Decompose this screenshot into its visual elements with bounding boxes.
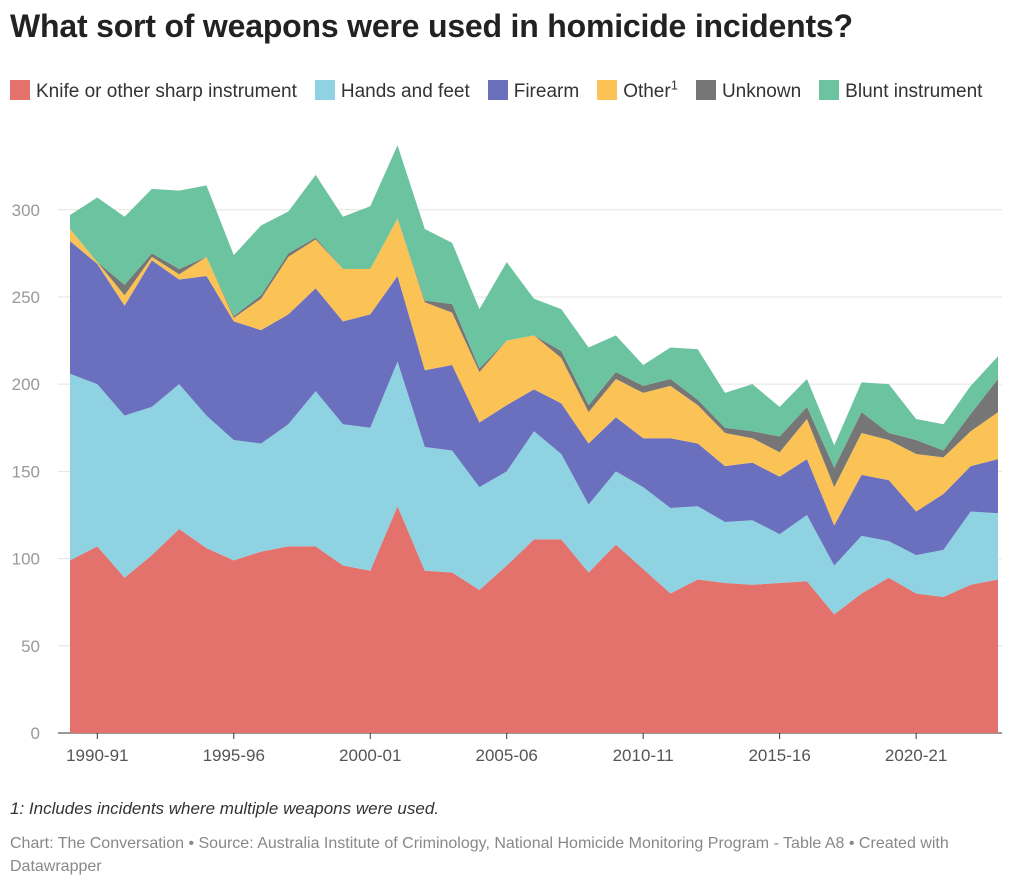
area bbox=[70, 145, 998, 468]
chart-title: What sort of weapons were used in homici… bbox=[10, 8, 853, 44]
y-tick-label: 100 bbox=[12, 550, 40, 569]
y-tick-label: 0 bbox=[31, 724, 40, 743]
legend-superscript: 1 bbox=[670, 78, 678, 93]
legend-label: Unknown bbox=[721, 81, 802, 103]
area bbox=[70, 218, 998, 526]
legend: Knife or other sharp instrument Hands and… bbox=[10, 70, 1010, 108]
legend-swatch bbox=[695, 80, 716, 101]
y-tick-label: 300 bbox=[12, 201, 40, 220]
x-tick-label: 2010-11 bbox=[613, 746, 674, 765]
x-tick-label: 2015-16 bbox=[748, 746, 810, 765]
legend-swatch bbox=[487, 80, 508, 101]
x-tick-label: 2000-01 bbox=[339, 746, 401, 765]
legend-item: Knife or other sharp instrument bbox=[10, 80, 297, 103]
legend-label: Hands and feet bbox=[340, 81, 470, 103]
legend-item: Unknown bbox=[695, 80, 802, 103]
source: Chart: The Conversation • Source: Austra… bbox=[10, 835, 949, 875]
x-tick-label: 2005-06 bbox=[476, 746, 538, 765]
area bbox=[70, 241, 998, 566]
x-tick-label: 1995-96 bbox=[203, 746, 265, 765]
y-tick-label: 150 bbox=[12, 462, 40, 481]
legend-item: Hands and feet bbox=[314, 80, 470, 103]
legend-swatch bbox=[597, 80, 618, 101]
legend-label: Blunt instrument bbox=[845, 81, 983, 103]
area bbox=[70, 506, 998, 733]
legend-swatch bbox=[10, 80, 30, 101]
y-tick-label: 250 bbox=[12, 288, 40, 307]
y-tick-label: 50 bbox=[21, 637, 40, 656]
legend-item: Other1 bbox=[597, 78, 678, 103]
x-tick-label: 1990-91 bbox=[66, 746, 128, 765]
legend-item: Blunt instrument bbox=[819, 80, 983, 103]
legend-swatch bbox=[314, 80, 335, 101]
footnote: 1: Includes incidents where multiple wea… bbox=[10, 799, 440, 818]
y-tick-label: 200 bbox=[12, 375, 40, 394]
x-tick-label: 2020-21 bbox=[885, 746, 947, 765]
legend-label: Knife or other sharp instrument bbox=[36, 81, 297, 103]
legend-label: Other bbox=[623, 81, 671, 103]
area bbox=[70, 361, 998, 615]
legend-swatch bbox=[819, 80, 840, 101]
legend-label: Firearm bbox=[513, 81, 580, 103]
legend-item: Firearm bbox=[487, 80, 580, 103]
